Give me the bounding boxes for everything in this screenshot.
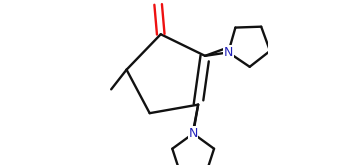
Text: N: N [188, 127, 198, 140]
Text: N: N [223, 46, 233, 59]
